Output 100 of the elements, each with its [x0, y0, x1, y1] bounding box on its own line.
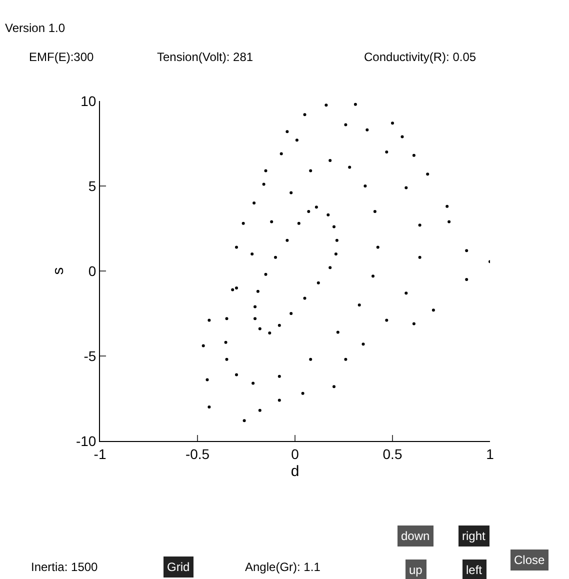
point — [278, 324, 281, 327]
point — [404, 186, 408, 190]
point — [364, 184, 367, 188]
point — [278, 398, 281, 402]
point — [295, 138, 298, 142]
point — [400, 135, 404, 138]
point — [202, 344, 205, 348]
point — [256, 290, 260, 293]
point — [290, 312, 293, 315]
point — [286, 130, 289, 134]
point — [225, 317, 228, 320]
point — [235, 373, 238, 376]
point — [314, 206, 318, 209]
y-tick-label: 0 — [88, 262, 96, 279]
y-tick-label: -5 — [84, 348, 96, 364]
x-axis-title: d — [290, 462, 300, 480]
x-tick-label: 0 — [291, 446, 300, 462]
point — [354, 102, 357, 106]
point — [404, 292, 408, 295]
point — [336, 330, 340, 334]
point — [278, 374, 281, 378]
point — [376, 246, 380, 249]
point — [206, 378, 209, 382]
point — [446, 204, 449, 208]
point — [250, 252, 254, 256]
point — [366, 128, 369, 132]
text: Inertia: 1500 — [31, 560, 98, 574]
point — [252, 202, 256, 204]
point — [264, 272, 268, 276]
text: Close — [514, 553, 546, 567]
point — [309, 169, 312, 172]
text: Angle(Gr): 1.1 — [245, 560, 321, 574]
text: Tension(Volt): 281 — [157, 50, 254, 64]
y-tick-label: 10 — [80, 92, 96, 109]
point — [362, 342, 365, 346]
point — [412, 154, 416, 157]
point — [301, 392, 304, 395]
point — [280, 152, 283, 156]
point — [235, 246, 238, 249]
text: EMF(E):300 — [29, 50, 94, 64]
point — [258, 327, 262, 330]
point — [326, 213, 330, 216]
point — [224, 340, 228, 344]
point — [412, 322, 416, 326]
point — [254, 305, 257, 308]
point — [231, 288, 234, 292]
point — [268, 332, 272, 335]
point — [465, 249, 468, 252]
point — [426, 172, 430, 176]
point — [373, 210, 376, 213]
point — [448, 220, 451, 224]
text: Version 1.0 — [5, 21, 66, 35]
point — [274, 256, 277, 259]
point — [344, 358, 348, 361]
point — [208, 318, 211, 322]
point — [348, 166, 352, 169]
point — [254, 317, 257, 320]
point — [372, 274, 374, 278]
point — [235, 286, 238, 290]
point — [316, 281, 320, 284]
point — [208, 406, 211, 408]
y-axis-title: s — [50, 267, 68, 275]
point — [324, 104, 328, 107]
text: up — [409, 563, 423, 577]
point — [432, 308, 435, 312]
point — [262, 182, 266, 186]
point — [332, 385, 336, 388]
point — [242, 419, 246, 422]
text: Conductivity(R): 0.05 — [364, 50, 476, 64]
point — [418, 256, 422, 259]
point — [290, 191, 293, 194]
point — [391, 122, 394, 125]
text: right — [462, 529, 486, 543]
point — [303, 296, 306, 300]
point — [332, 225, 336, 228]
point — [328, 159, 332, 162]
text: down — [401, 529, 430, 543]
point — [358, 304, 361, 306]
point — [418, 224, 422, 227]
point — [385, 318, 388, 322]
point — [328, 266, 332, 270]
y-tick-label: 5 — [88, 178, 96, 194]
x-tick-label: -1 — [94, 446, 106, 462]
point — [309, 358, 312, 361]
point — [264, 169, 268, 172]
point — [334, 252, 338, 256]
x-tick-label: 0.5 — [382, 446, 402, 462]
point — [258, 408, 262, 412]
point — [335, 238, 338, 242]
point — [225, 358, 228, 361]
point — [303, 113, 306, 116]
text: left — [466, 563, 483, 577]
point — [307, 210, 310, 213]
point — [385, 150, 388, 154]
x-tick-label: 1 — [486, 446, 494, 462]
point — [286, 238, 289, 242]
point — [465, 278, 468, 281]
point — [344, 123, 348, 126]
y-tick-label: -10 — [76, 432, 96, 449]
point — [242, 222, 245, 225]
